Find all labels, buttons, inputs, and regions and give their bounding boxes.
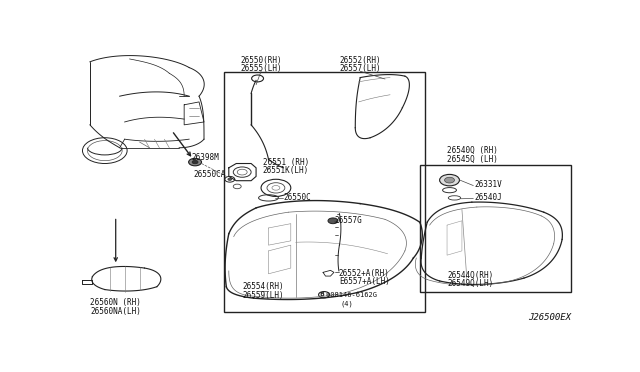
Text: 26554(RH): 26554(RH)	[243, 282, 284, 291]
Bar	[224, 72, 425, 312]
Text: E6557+A(LH): E6557+A(LH)	[339, 277, 390, 286]
Circle shape	[228, 178, 232, 180]
Text: (4): (4)	[340, 301, 353, 307]
Circle shape	[440, 174, 460, 186]
Text: 26552(RH): 26552(RH)	[339, 56, 381, 65]
Text: 26557(LH): 26557(LH)	[339, 64, 381, 74]
Text: B: B	[319, 292, 324, 297]
Text: 26557G: 26557G	[335, 216, 362, 225]
Text: 26331V: 26331V	[474, 180, 502, 189]
Text: ®08146-6162G: ®08146-6162G	[326, 292, 377, 298]
Circle shape	[189, 158, 202, 166]
Text: 26560N (RH): 26560N (RH)	[90, 298, 141, 307]
Text: 26549Q(LH): 26549Q(LH)	[447, 279, 493, 288]
Text: 26398M: 26398M	[191, 153, 220, 162]
Text: 26555(LH): 26555(LH)	[240, 64, 282, 74]
Text: 26540Q (RH): 26540Q (RH)	[447, 146, 498, 155]
Text: 26552+A(RH): 26552+A(RH)	[339, 269, 390, 278]
Text: 26550C: 26550C	[284, 193, 311, 202]
Text: 26560NA(LH): 26560NA(LH)	[90, 307, 141, 315]
Text: J26500EX: J26500EX	[528, 314, 571, 323]
Text: 26550CA: 26550CA	[193, 170, 225, 179]
Text: 26545Q (LH): 26545Q (LH)	[447, 155, 498, 164]
Text: 26551 (RH): 26551 (RH)	[262, 158, 308, 167]
Circle shape	[445, 177, 454, 183]
Text: 26551K(LH): 26551K(LH)	[262, 166, 308, 175]
Circle shape	[192, 160, 198, 164]
Text: 26550(RH): 26550(RH)	[240, 56, 282, 65]
Bar	[420, 165, 571, 292]
Text: 26540J: 26540J	[474, 193, 502, 202]
Text: 26544Q(RH): 26544Q(RH)	[447, 271, 493, 280]
Text: 26559(LH): 26559(LH)	[243, 291, 284, 300]
Circle shape	[328, 218, 338, 224]
